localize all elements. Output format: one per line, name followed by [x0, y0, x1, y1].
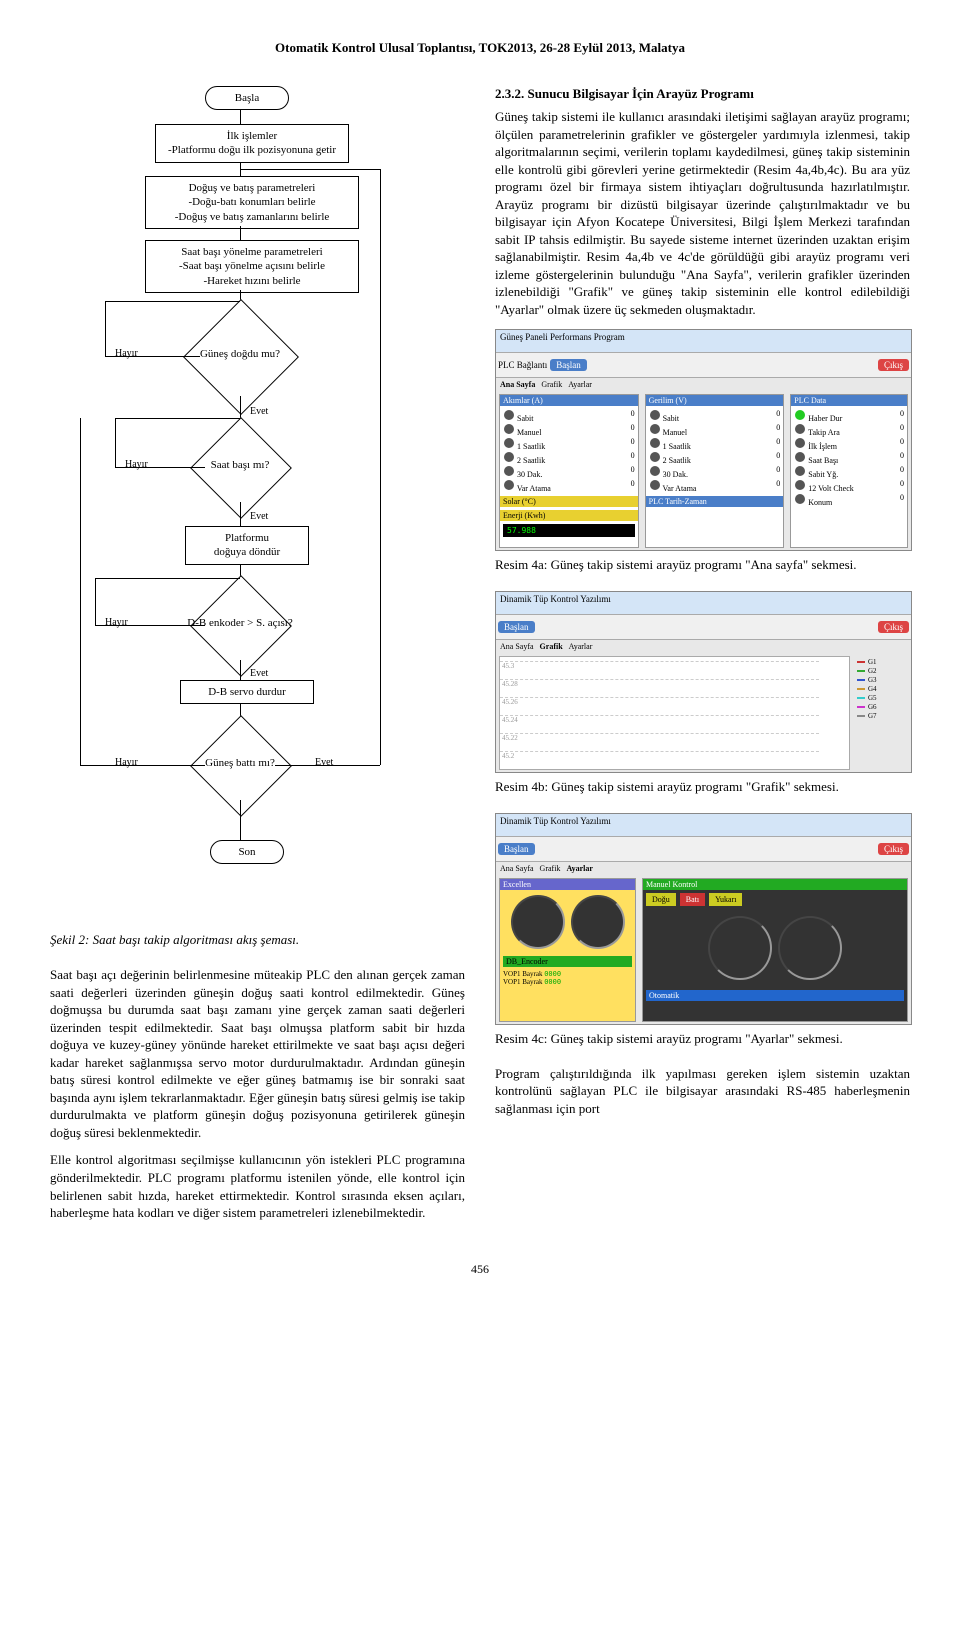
sc-b-legend-row: G3 — [857, 676, 907, 684]
sc-a-gerilim-row: Manuel 0 — [649, 423, 781, 437]
sc-a-baglan[interactable]: Başlan — [550, 359, 587, 371]
sc-c-title: Dinamik Tüp Kontrol Yazılımı — [496, 814, 911, 837]
sc-a-gerilim-row: Var Atama 0 — [649, 479, 781, 493]
sc-b-legend-row: G1 — [857, 658, 907, 666]
cap-4a: Resim 4a: Güneş takip sistemi arayüz pro… — [495, 557, 910, 573]
sc-c-manuel: Manuel Kontrol — [643, 879, 907, 890]
sc-a-solar: Solar (°C) — [500, 496, 638, 507]
sc-c-dbenc[interactable]: DB_Encoder — [503, 956, 632, 967]
sc-a-plcdata-row: Sabit Yğ. 0 — [794, 465, 904, 479]
sc-b-legend: G1G2G3G4G5G6G7 — [853, 653, 911, 773]
right-p2: Program çalıştırıldığında ilk yapılması … — [495, 1065, 910, 1118]
sc-a-tab1[interactable]: Grafik — [541, 380, 562, 389]
screenshot-4c: Dinamik Tüp Kontrol Yazılımı Başlan Çıkı… — [495, 813, 912, 1025]
sc-a-plcdata-row: Takip Ara 0 — [794, 423, 904, 437]
sc-c-bati[interactable]: Batı — [680, 893, 705, 906]
sc-b-ytick: 45.28 — [500, 679, 819, 688]
sc-b-cikis[interactable]: Çıkış — [878, 621, 909, 633]
sc-a-gerilim-row: Sabit 0 — [649, 409, 781, 423]
sc-b-tab1[interactable]: Grafik — [540, 642, 563, 651]
sc-a-akim-row: 2 Saatlik 0 — [503, 451, 635, 465]
sc-b-legend-row: G7 — [857, 712, 907, 720]
sc-a-enerji-val: 57.988 — [503, 524, 635, 537]
sc-a-gerilim-row: 30 Dak. 0 — [649, 465, 781, 479]
fc-box3: Saat başı yönelme parametreleri -Saat ba… — [145, 240, 359, 293]
sc-c-dogu[interactable]: Doğu — [646, 893, 676, 906]
sc-a-cikis[interactable]: Çıkış — [878, 359, 909, 371]
sc-c-cikis[interactable]: Çıkış — [878, 843, 909, 855]
sc-c-tab0[interactable]: Ana Sayfa — [500, 864, 534, 873]
fc-box5: D-B servo durdur — [180, 680, 314, 704]
page-header: Otomatik Kontrol Ulusal Toplantısı, TOK2… — [50, 40, 910, 56]
flowchart: Başla İlk işlemler -Platformu doğu ilk p… — [50, 86, 430, 926]
sc-a-plctarih: PLC Tarih-Zaman — [646, 496, 784, 507]
sc-c-gauge-db — [511, 895, 565, 949]
screenshot-4b: Dinamik Tüp Kontrol Yazılımı Başlan Çıkı… — [495, 591, 912, 773]
sc-c-exc: Excellen — [500, 879, 635, 890]
sc-c-baglan[interactable]: Başlan — [498, 843, 535, 855]
sc-b-ytick: 45.2 — [500, 751, 819, 760]
sc-c-gauge-big1 — [708, 916, 772, 980]
sc-b-ytick: 45.3 — [500, 661, 819, 670]
section-title: 2.3.2. Sunucu Bilgisayar İçin Arayüz Pro… — [495, 86, 910, 102]
sc-a-plcdata-row: Haber Dur 0 — [794, 409, 904, 423]
page-number: 456 — [50, 1262, 910, 1277]
sc-a-gerilim: Gerilim (V) — [646, 395, 784, 406]
sc-a-akim-row: 1 Saatlik 0 — [503, 437, 635, 451]
sc-c-tab1[interactable]: Grafik — [540, 864, 561, 873]
sc-a-tab2[interactable]: Ayarlar — [568, 380, 592, 389]
sc-a-akim-row: Sabit 0 — [503, 409, 635, 423]
sc-a-akim-row: Var Atama 0 — [503, 479, 635, 493]
fc-box2: Doğuş ve batış parametreleri -Doğu-batı … — [145, 176, 359, 229]
sc-c-gauge-big2 — [778, 916, 842, 980]
sc-a-plcdata-row: 12 Volt Check 0 — [794, 479, 904, 493]
right-p1: Güneş takip sistemi ile kullanıcı arasın… — [495, 108, 910, 319]
sc-a-title: Güneş Paneli Performans Program — [496, 330, 911, 353]
sc-b-plot: 45.3 45.28 45.26 45.24 45.22 45.2 — [499, 656, 850, 770]
fc-box1: İlk işlemler -Platformu doğu ilk pozisyo… — [155, 124, 349, 163]
sc-b-ytick: 45.26 — [500, 697, 819, 706]
fc-end: Son — [210, 840, 284, 864]
left-p2: Elle kontrol algoritması seçilmişse kull… — [50, 1151, 465, 1221]
left-p1: Saat başı açı değerinin belirlenmesine m… — [50, 966, 465, 1141]
sc-a-akim-row: 30 Dak. 0 — [503, 465, 635, 479]
sc-b-legend-row: G5 — [857, 694, 907, 702]
sc-a-gerilim-row: 1 Saatlik 0 — [649, 437, 781, 451]
sc-b-ytick: 45.24 — [500, 715, 819, 724]
sc-b-ytick: 45.22 — [500, 733, 819, 742]
sc-a-plcdata: PLC Data — [791, 395, 907, 406]
sc-a-plcdata-row: Saat Başı 0 — [794, 451, 904, 465]
cap-4c: Resim 4c: Güneş takip sistemi arayüz pro… — [495, 1031, 910, 1047]
sc-a-enerji: Enerji (Kwh) — [500, 510, 638, 521]
sc-b-title: Dinamik Tüp Kontrol Yazılımı — [496, 592, 911, 615]
sc-c-yukari[interactable]: Yukarı — [709, 893, 742, 906]
sc-b-baglan[interactable]: Başlan — [498, 621, 535, 633]
sc-a-plclabel: PLC Bağlantı — [498, 360, 547, 370]
sc-a-plcdata-row: İlk İşlem 0 — [794, 437, 904, 451]
sc-b-legend-row: G4 — [857, 685, 907, 693]
sc-b-legend-row: G6 — [857, 703, 907, 711]
sc-c-gauge-yd — [571, 895, 625, 949]
sc-c-otomatik-btn[interactable]: Otomatik — [646, 990, 904, 1001]
cap-4b: Resim 4b: Güneş takip sistemi arayüz pro… — [495, 779, 910, 795]
screenshot-4a: Güneş Paneli Performans Program PLC Bağl… — [495, 329, 912, 551]
fc-box4: Platformu doğuya döndür — [185, 526, 309, 565]
sc-c-tab2[interactable]: Ayarlar — [566, 864, 593, 873]
sc-a-gerilim-row: 2 Saatlik 0 — [649, 451, 781, 465]
fc-start: Başla — [205, 86, 289, 110]
sc-a-akim-row: Manuel 0 — [503, 423, 635, 437]
sc-b-tab0[interactable]: Ana Sayfa — [500, 642, 534, 651]
sc-b-legend-row: G2 — [857, 667, 907, 675]
sc-a-akimlar: Akımlar (A) — [500, 395, 638, 406]
sc-b-tab2[interactable]: Ayarlar — [569, 642, 593, 651]
sc-a-tab0[interactable]: Ana Sayfa — [500, 380, 535, 389]
sc-a-plcdata-row: Konum 0 — [794, 493, 904, 507]
fig2-caption: Şekil 2: Saat başı takip algoritması akı… — [50, 932, 465, 948]
